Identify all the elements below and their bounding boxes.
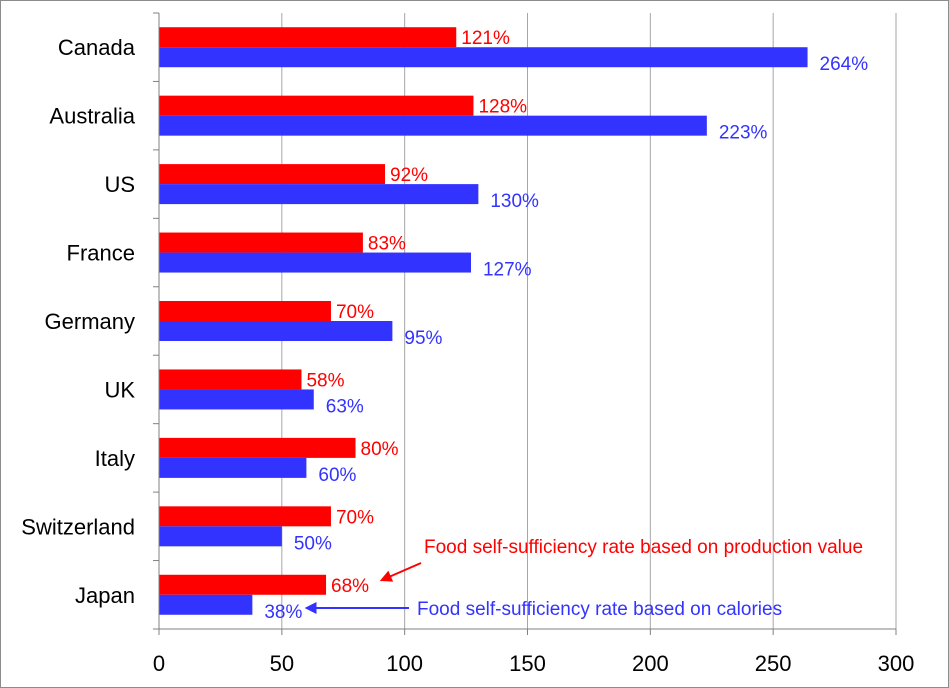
category-label-canada: Canada — [58, 35, 136, 60]
bar-japan-series2 — [159, 594, 253, 615]
category-label-japan: Japan — [75, 583, 135, 608]
bar-australia-series2 — [159, 115, 707, 136]
data-label-uk-series1: 58% — [306, 370, 344, 391]
bar-france-series2 — [159, 252, 471, 273]
labels: Canada 121% 264% Australia 128% 223% US 92% 130%… — [21, 28, 868, 623]
category-label-us: US — [104, 172, 135, 197]
bar-italy-series1 — [159, 437, 356, 458]
bar-japan-series1 — [159, 574, 327, 595]
x-tick-label-0: 0 — [153, 651, 165, 676]
category-label-switzerland: Switzerland — [21, 514, 135, 539]
data-label-france-series1: 83% — [368, 234, 406, 255]
data-label-uk-series2: 63% — [326, 396, 364, 417]
data-label-germany-series1: 70% — [336, 302, 374, 323]
axes: 0 50 100 150 200 250 300 — [153, 12, 915, 676]
data-label-australia-series2: 223% — [719, 123, 768, 144]
bar-switzerland-series2 — [159, 526, 282, 547]
data-label-italy-series1: 80% — [361, 439, 399, 460]
data-label-canada-series1: 121% — [461, 28, 510, 49]
annotations: Food self-sufficiency rate based on prod… — [304, 537, 863, 620]
bar-canada-series1 — [159, 27, 457, 48]
category-label-uk: UK — [104, 377, 135, 402]
annotation-calories: Food self-sufficiency rate based on calo… — [417, 599, 782, 620]
data-label-canada-series2: 264% — [820, 54, 869, 75]
bar-us-series1 — [159, 164, 386, 185]
category-label-germany: Germany — [45, 309, 135, 334]
annotation-arrow-production-value — [379, 562, 422, 582]
category-label-australia: Australia — [49, 104, 135, 129]
bar-uk-series2 — [159, 389, 314, 410]
x-tick-label-300: 300 — [878, 651, 915, 676]
x-tick-label-100: 100 — [386, 651, 423, 676]
bar-germany-series2 — [159, 321, 393, 341]
bar-us-series2 — [159, 184, 479, 205]
annotation-production-value: Food self-sufficiency rate based on prod… — [424, 537, 863, 558]
x-tick-label-250: 250 — [755, 651, 792, 676]
bar-switzerland-series1 — [159, 506, 331, 527]
data-label-us-series1: 92% — [390, 165, 428, 186]
bars — [159, 27, 808, 615]
bar-uk-series1 — [159, 369, 302, 390]
bar-australia-series1 — [159, 95, 474, 116]
category-label-france: France — [67, 241, 135, 266]
data-label-us-series2: 130% — [490, 191, 539, 212]
x-tick-label-150: 150 — [509, 651, 546, 676]
bar-canada-series2 — [159, 47, 808, 68]
data-label-japan-series2: 38% — [264, 602, 302, 623]
x-tick-label-200: 200 — [632, 651, 669, 676]
category-label-italy: Italy — [95, 446, 135, 471]
x-tick-label-50: 50 — [270, 651, 294, 676]
bar-france-series1 — [159, 232, 363, 253]
data-label-japan-series1: 68% — [331, 576, 369, 597]
data-label-france-series2: 127% — [483, 260, 532, 281]
data-label-australia-series1: 128% — [478, 97, 527, 118]
data-label-switzerland-series1: 70% — [336, 507, 374, 528]
bar-germany-series1 — [159, 301, 331, 321]
data-label-germany-series2: 95% — [404, 328, 442, 349]
data-label-switzerland-series2: 50% — [294, 533, 332, 554]
data-label-italy-series2: 60% — [318, 465, 356, 486]
bar-italy-series2 — [159, 457, 307, 478]
